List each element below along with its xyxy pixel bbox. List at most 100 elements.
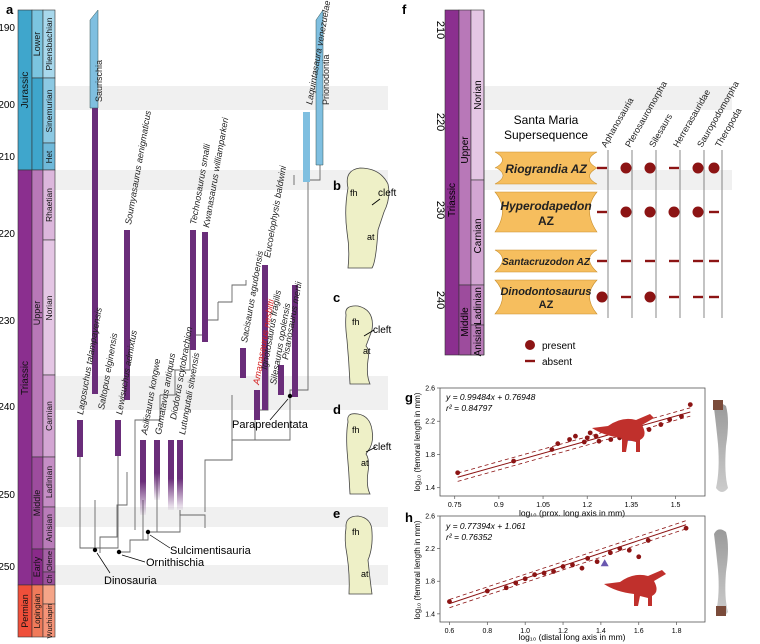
femur-d-icon [346,413,374,495]
tick-220: 220 [0,229,15,240]
data-point [584,435,590,441]
f-stage-carnian: Carnian [473,218,484,253]
data-point [596,438,602,444]
f-column-lines [607,150,723,318]
data-point [594,559,600,565]
femur-d-at: at [361,458,369,468]
laquintasaura-bar [303,112,310,182]
data-point [608,437,614,442]
y-tick-label: 2.6 [425,514,435,521]
x-tick-label: 1.35 [625,502,639,509]
x-tick-label: 0.9 [494,502,504,509]
femur-fragment-h-icon [716,606,726,616]
x-tick-label: 1.05 [536,502,550,509]
clade-dinosauria: Dinosauria [104,575,157,587]
femur-b-cleft: cleft [378,188,397,199]
data-point [555,441,561,447]
mark-1-1-present [620,206,632,218]
femur-panels: b fh at cleft c fh at cleft d fh at clef… [333,167,397,595]
data-point [549,447,555,452]
f-tick-220: 220 [434,113,446,131]
plot-g-equation: y = 0.99484x + 0.76948 [445,392,536,402]
panel-label-e: e [333,506,340,521]
highlight-point [600,559,609,567]
mark-1-2-present [644,206,656,218]
f-title-line2: Supersequence [504,128,588,142]
plot-g-ylabel: log₁₀ (femoral length in mm) [413,392,422,491]
epoch-lower: Lower [32,32,42,57]
data-point [551,569,556,574]
plot-h-frame [439,515,706,623]
zone-label-1b: AZ [538,214,554,228]
plot-g-xlabel: log₁₀ (prox. long axis in mm) [519,508,625,518]
data-point [447,599,452,605]
panel-a: a Jurassic Triassic Permian Lower Upper … [0,0,388,638]
epoch-upper: Upper [32,301,42,326]
y-tick-label: 1.4 [425,611,435,618]
taxon-saurischia: Saurischia [94,60,104,102]
zone-label-3b: AZ [539,299,554,311]
panel-label-a: a [6,2,14,17]
panel-label-g: g [405,390,413,405]
dinosaur-silhouette-icon [592,414,654,452]
y-tick-label: 1.8 [425,579,435,586]
panel-label-h: h [405,510,413,525]
x-tick-label: 0.8 [482,628,492,635]
x-tick-label: 1.2 [558,628,568,635]
panel-label-b: b [333,178,341,193]
mark-3-0-present [596,291,608,303]
data-point [579,565,585,571]
stage-hettangian: Het [45,150,54,163]
stage-rhaetian: Rhaetian [44,188,54,222]
data-point [607,550,613,556]
legend-present: present [542,341,576,352]
data-point [683,525,689,531]
data-point [636,554,642,560]
y-tick-label: 2.2 [425,546,435,553]
plot-h-xlabel: log₁₀ (distal long axis in mm) [518,632,625,642]
f-epoch-middle: Middle [460,307,471,337]
data-point [484,588,490,594]
prionodontia-bar [315,9,324,166]
range-bars [77,104,298,515]
tick-230: 230 [0,316,15,327]
presence-marks [596,162,720,303]
zone-santacruzodon [494,249,598,273]
plot-g-frame [439,387,706,497]
x-tick-label: 0.75 [448,502,462,509]
panel-label-f: f [402,2,407,17]
zone-label-2a: Santacruzodon AZ [502,257,591,268]
data-point [646,427,652,432]
node-dinosauria [92,547,98,553]
stage-pliensbachian: Pliensbachian [44,17,54,70]
epoch-early: Early [32,556,42,577]
data-point [617,546,623,552]
node-ornithischia [116,549,122,555]
clade-sulcimentisauria: Sulcimentisauria [170,545,252,557]
data-point [455,470,461,476]
clade-parapredentata: Parapredentata [232,419,309,431]
femur-c-at: at [363,346,371,356]
f-epoch-upper: Upper [460,136,471,164]
x-tick-label: 1.8 [672,628,682,635]
data-point [679,413,684,419]
regression-line [457,411,691,478]
data-point [503,585,509,591]
femur-b-fh: fh [350,188,358,198]
data-point [541,570,547,576]
data-point [667,417,673,422]
mark-0-4-present [692,162,704,174]
mark-0-2-present [644,162,656,174]
plot-h-ylabel: log₁₀ (femoral length in mm) [413,520,422,619]
stage-norian: Norian [44,295,54,320]
data-point [645,538,651,543]
femur-b-icon [345,167,390,269]
period-triassic: Triassic [20,361,31,395]
clade-ornithischia: Ornithischia [146,557,205,569]
panel-label-d: d [333,402,341,417]
panel-h: h y = 0.77394x + 1.061 r² = 0.76352 log₁… [405,510,728,642]
data-point [522,576,528,582]
x-tick-label: 1.0 [520,628,530,635]
f-stage-anisian: Anisian [473,324,484,357]
